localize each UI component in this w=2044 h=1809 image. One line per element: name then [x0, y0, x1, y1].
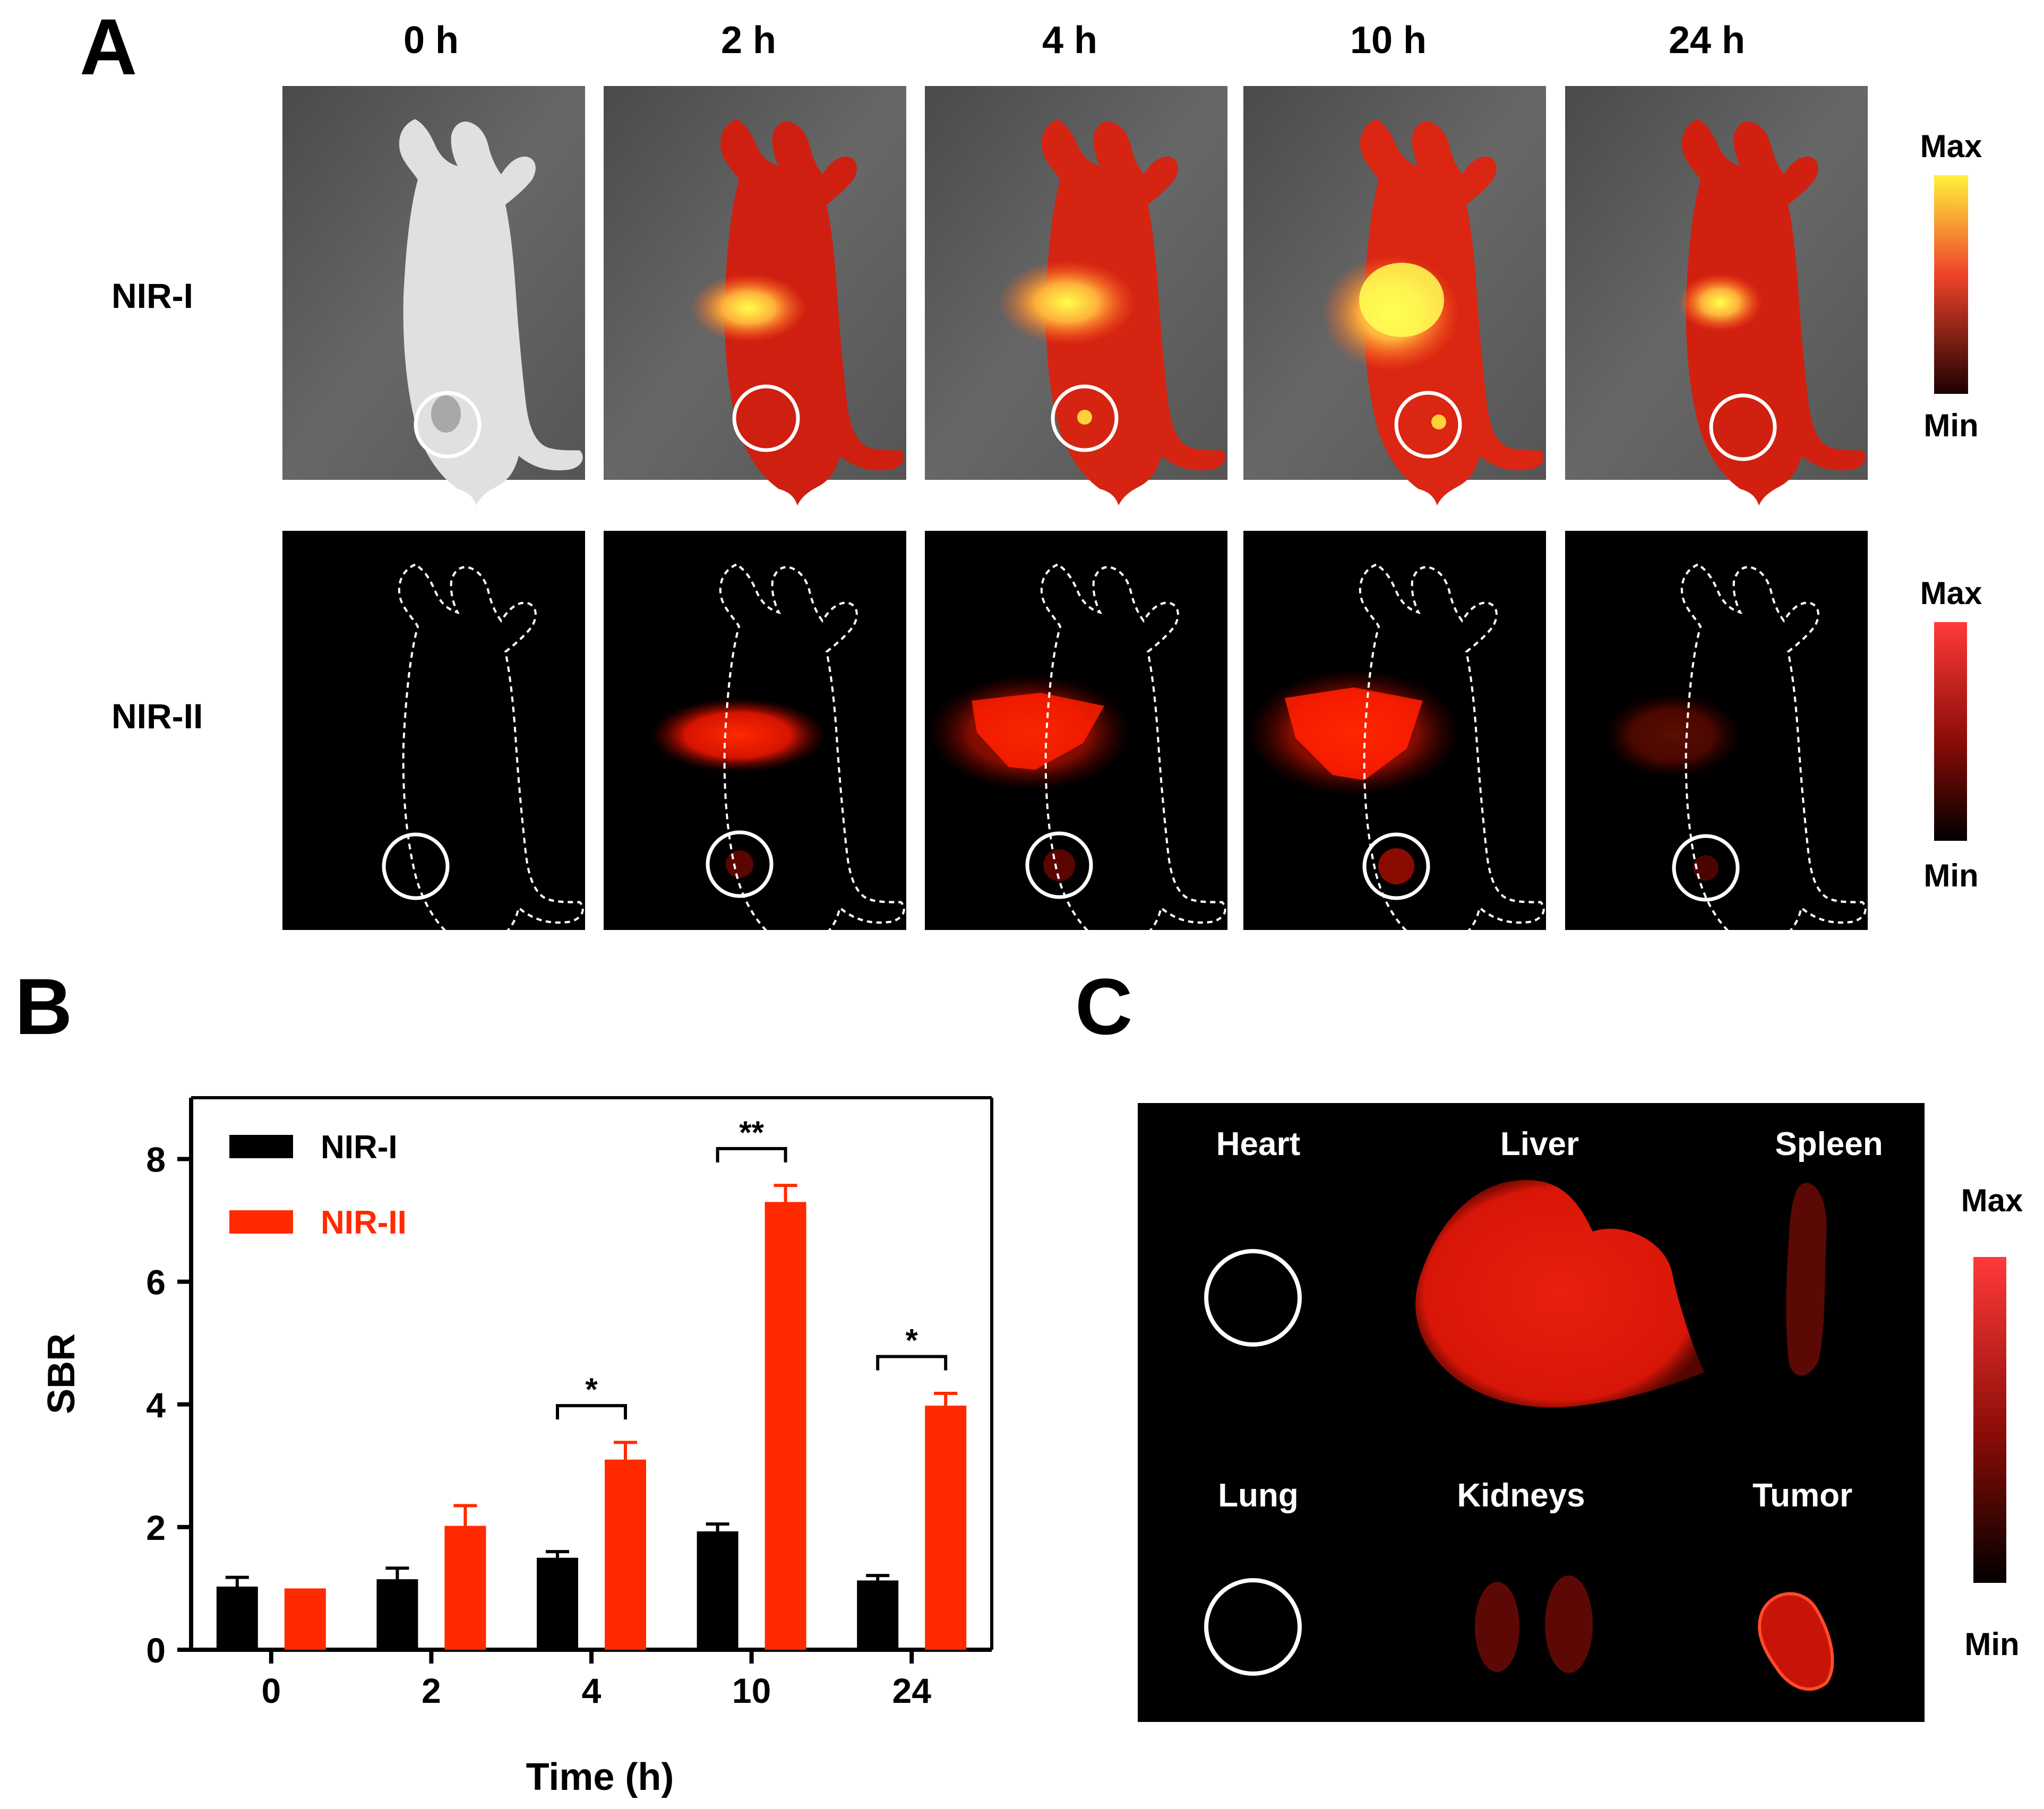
panel-b-letter: B: [15, 962, 72, 1051]
y-tick-label: 0: [146, 1631, 166, 1670]
legend-label-nir-i: NIR-I: [321, 1129, 398, 1166]
organ-label-tumor: Tumor: [1753, 1477, 1852, 1514]
bar-nir-i-0: [216, 1586, 258, 1650]
y-tick-label: 4: [146, 1385, 166, 1425]
nir2-scale-max: Max: [1920, 575, 1982, 611]
legend-swatch-nir-ii: [229, 1210, 293, 1234]
organ-label-kidneys: Kidneys: [1457, 1477, 1585, 1514]
y-tick-label: 8: [146, 1140, 166, 1179]
nir2-image-10h: [1243, 531, 1546, 959]
time-label-2h: 2 h: [721, 19, 776, 62]
time-label-4h: 4 h: [1042, 19, 1097, 62]
nir1-scale-min: Min: [1923, 408, 1978, 443]
significance-label: **: [739, 1115, 764, 1150]
nir1-image-4h: [925, 86, 1227, 506]
x-tick-label: 10: [732, 1671, 771, 1710]
nir1-scale-max: Max: [1920, 128, 1982, 164]
bar-nir-ii-4: [605, 1459, 646, 1650]
bar-nir-i-2: [376, 1579, 418, 1650]
significance-label: *: [585, 1372, 598, 1407]
organ-label-heart: Heart: [1216, 1126, 1301, 1162]
nir1-image-0h: [282, 86, 585, 506]
row-label-nir2: NIR-II: [111, 696, 203, 736]
organ-scale-max: Max: [1961, 1183, 2023, 1218]
heart-roi-circle: [1204, 1249, 1302, 1347]
bar-nir-i-24: [857, 1580, 899, 1650]
nir2-scale-min: Min: [1923, 858, 1978, 893]
organ-label-lung: Lung: [1218, 1477, 1299, 1514]
nir2-scale-bar: [1934, 622, 1967, 841]
tumor-organ: [1758, 1592, 1834, 1691]
time-label-24h: 24 h: [1669, 19, 1745, 62]
nir1-scale-bar: [1934, 175, 1968, 394]
nir2-image-2h: [604, 531, 906, 959]
bar-nir-i-10: [697, 1531, 738, 1650]
significance-bracket: [876, 1355, 948, 1371]
x-tick-label: 24: [892, 1671, 931, 1710]
bar-nir-i-4: [537, 1557, 578, 1650]
legend-swatch-nir-i: [229, 1135, 293, 1158]
time-label-10h: 10 h: [1350, 19, 1427, 62]
nir2-image-4h: [925, 531, 1227, 959]
significance-bracket: [716, 1147, 787, 1162]
y-tick-label: 6: [146, 1263, 166, 1302]
liver-organ: [1415, 1179, 1704, 1408]
significance-bracket: [556, 1404, 627, 1420]
x-tick-label: 0: [261, 1671, 281, 1710]
spleen-organ: [1786, 1183, 1827, 1376]
x-tick-label: 4: [582, 1671, 602, 1710]
bar-nir-ii-24: [925, 1406, 967, 1650]
bar-nir-ii-2: [444, 1526, 486, 1650]
organ-scale-min: Min: [1964, 1626, 2019, 1662]
lung-roi-circle: [1204, 1578, 1302, 1676]
organ-label-spleen: Spleen: [1775, 1126, 1883, 1162]
time-label-0h: 0 h: [403, 19, 459, 62]
nir1-image-2h: [604, 86, 906, 506]
x-axis-title: Time (h): [526, 1756, 674, 1798]
bar-nir-ii-0: [284, 1588, 326, 1650]
nir1-image-10h: [1243, 86, 1546, 506]
organ-label-liver: Liver: [1500, 1126, 1579, 1162]
kidney-left: [1475, 1582, 1519, 1672]
panel-c-letter: C: [1075, 962, 1132, 1051]
ex-vivo-organ-image: Heart Liver Spleen Lung Kidneys Tumor: [1138, 1103, 1925, 1722]
nir2-image-24h: [1565, 531, 1868, 959]
nir2-image-0h: [282, 531, 585, 959]
row-label-nir1: NIR-I: [111, 276, 193, 315]
nir1-image-24h: [1565, 86, 1868, 506]
panel-a-letter: A: [80, 2, 137, 91]
bar-nir-ii-10: [765, 1202, 806, 1650]
legend-label-nir-ii: NIR-II: [321, 1204, 407, 1241]
kidney-right: [1545, 1575, 1593, 1673]
organ-scale-bar: [1973, 1257, 2006, 1583]
significance-label: *: [906, 1323, 918, 1358]
y-tick-label: 2: [146, 1508, 166, 1547]
y-axis-title: SBR: [40, 1333, 83, 1414]
x-tick-label: 2: [422, 1671, 441, 1710]
